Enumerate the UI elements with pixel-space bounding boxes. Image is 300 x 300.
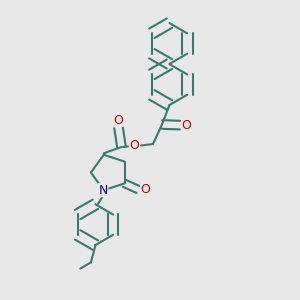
Text: O: O	[113, 113, 123, 127]
Text: O: O	[141, 183, 151, 196]
Text: O: O	[130, 139, 139, 152]
Text: N: N	[98, 184, 108, 197]
Text: O: O	[182, 118, 191, 132]
